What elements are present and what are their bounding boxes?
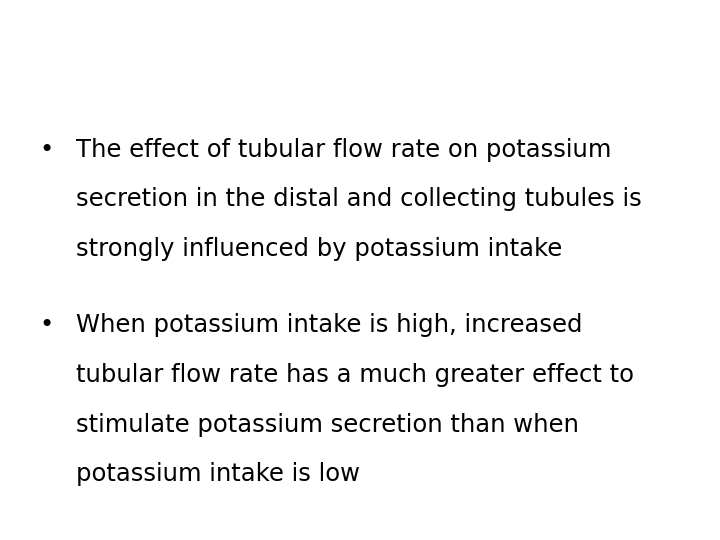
Text: secretion in the distal and collecting tubules is: secretion in the distal and collecting t… bbox=[76, 187, 642, 211]
Text: stimulate potassium secretion than when: stimulate potassium secretion than when bbox=[76, 413, 578, 436]
Text: tubular flow rate has a much greater effect to: tubular flow rate has a much greater eff… bbox=[76, 363, 634, 387]
Text: strongly influenced by potassium intake: strongly influenced by potassium intake bbox=[76, 237, 562, 261]
Text: When potassium intake is high, increased: When potassium intake is high, increased bbox=[76, 313, 582, 337]
Text: •: • bbox=[40, 138, 54, 161]
Text: potassium intake is low: potassium intake is low bbox=[76, 462, 359, 486]
Text: The effect of tubular flow rate on potassium: The effect of tubular flow rate on potas… bbox=[76, 138, 611, 161]
Text: •: • bbox=[40, 313, 54, 337]
